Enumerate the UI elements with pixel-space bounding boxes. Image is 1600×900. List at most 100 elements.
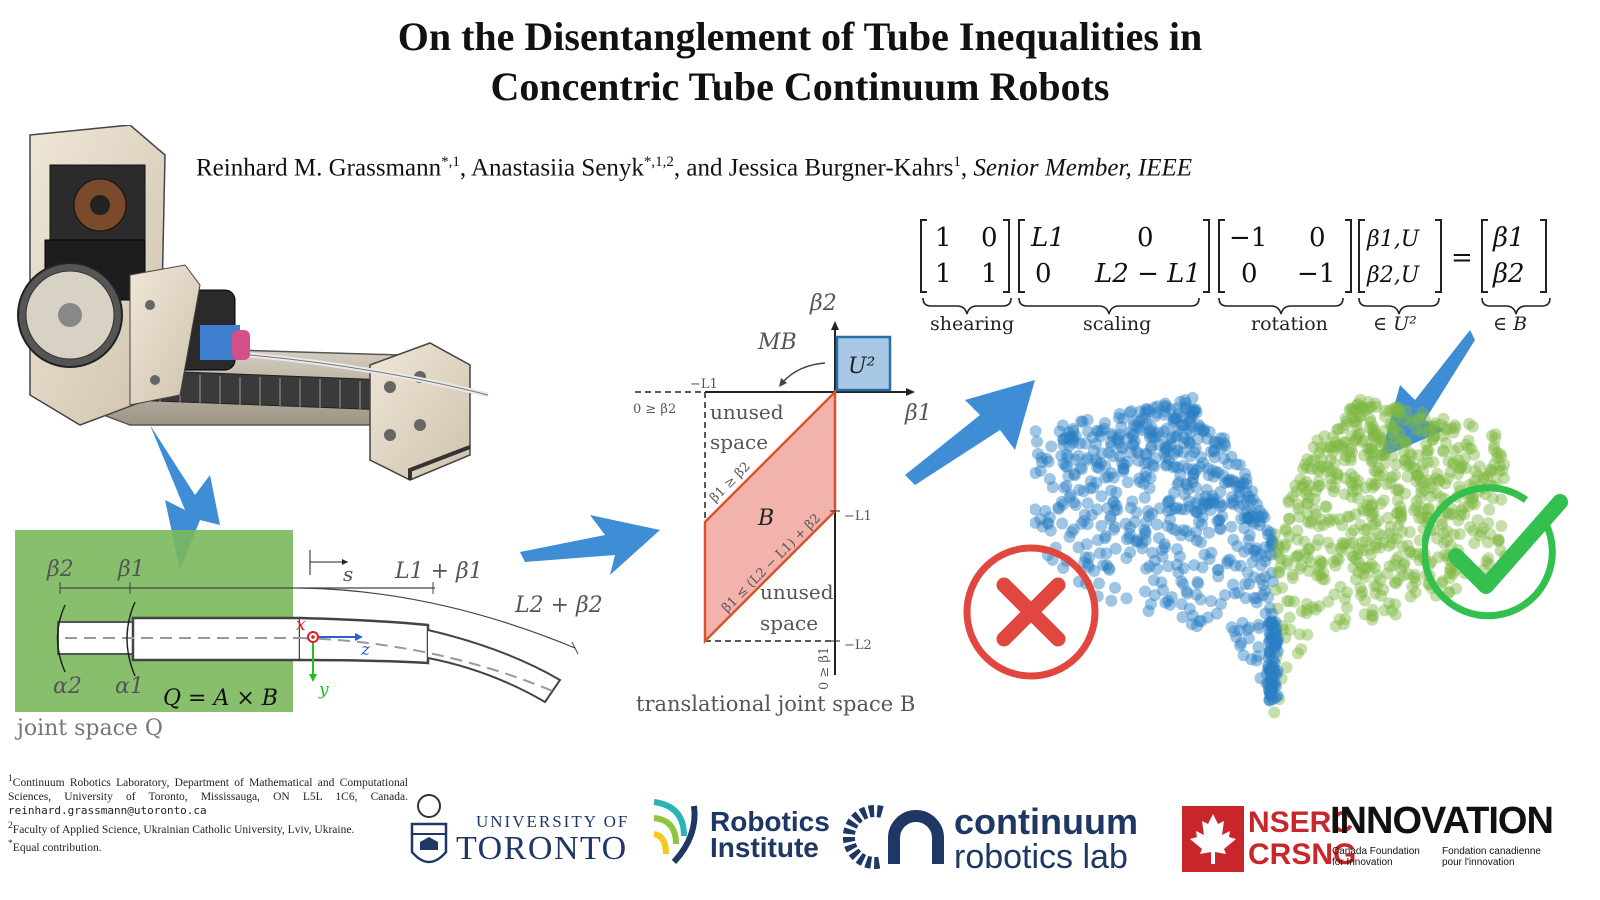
sample-point bbox=[1292, 549, 1305, 561]
sample-point bbox=[1399, 435, 1412, 448]
sample-point bbox=[1272, 549, 1285, 562]
sample-point bbox=[1077, 485, 1090, 498]
sample-point bbox=[1248, 544, 1261, 557]
sample-point bbox=[1040, 452, 1053, 465]
sample-point bbox=[1468, 537, 1481, 550]
sample-point bbox=[1370, 537, 1383, 550]
sample-point bbox=[1198, 548, 1211, 561]
sample-point bbox=[1291, 533, 1304, 546]
uoft-logo: UNIVERSITY OF TORONTO bbox=[408, 790, 648, 880]
sample-point bbox=[1301, 453, 1314, 466]
title-line-2: Concentric Tube Continuum Robots bbox=[490, 64, 1110, 109]
sample-point bbox=[1253, 519, 1266, 532]
sample-point bbox=[1414, 413, 1427, 426]
sample-point bbox=[1153, 438, 1166, 451]
sample-point bbox=[1386, 531, 1399, 544]
sample-point bbox=[1216, 499, 1229, 512]
sample-point bbox=[1363, 561, 1375, 574]
sample-point bbox=[1181, 423, 1194, 436]
sample-point bbox=[1269, 584, 1282, 597]
sample-point bbox=[1471, 514, 1484, 527]
sample-point bbox=[1422, 474, 1435, 487]
sample-point bbox=[1214, 485, 1227, 498]
sample-point bbox=[1345, 467, 1358, 480]
sample-point bbox=[1124, 446, 1137, 459]
sample-point bbox=[1073, 483, 1086, 496]
sample-point bbox=[1498, 458, 1510, 471]
sample-point bbox=[1312, 465, 1325, 478]
sample-point bbox=[1063, 530, 1076, 543]
sample-point bbox=[1472, 470, 1485, 483]
sample-point bbox=[1352, 543, 1365, 556]
sample-point bbox=[1361, 499, 1374, 512]
sample-point bbox=[1320, 501, 1333, 513]
sample-point bbox=[1408, 504, 1421, 517]
sample-point bbox=[1423, 420, 1436, 433]
sample-point bbox=[1206, 490, 1219, 502]
sample-point bbox=[1243, 578, 1256, 590]
sample-point bbox=[1242, 512, 1255, 525]
sample-point bbox=[1107, 471, 1120, 484]
sample-point bbox=[1126, 428, 1139, 441]
sample-point bbox=[1191, 576, 1204, 588]
sample-point bbox=[1244, 509, 1257, 522]
sample-point bbox=[1354, 426, 1366, 439]
sample-point bbox=[1377, 494, 1390, 507]
sample-point bbox=[1128, 435, 1141, 448]
sample-point bbox=[1175, 529, 1187, 542]
sample-point bbox=[1190, 505, 1203, 518]
sample-point bbox=[1445, 563, 1458, 576]
sample-point bbox=[1145, 421, 1158, 434]
sample-point bbox=[1183, 412, 1196, 424]
sample-point bbox=[1405, 449, 1418, 461]
sample-point bbox=[1410, 475, 1423, 487]
sample-point bbox=[1327, 485, 1340, 498]
sample-point bbox=[1301, 551, 1314, 564]
sample-point bbox=[1328, 481, 1341, 494]
sample-point bbox=[1389, 404, 1402, 417]
sample-point bbox=[1407, 462, 1420, 475]
sample-point bbox=[1482, 552, 1495, 565]
sample-point bbox=[1179, 397, 1192, 410]
sample-point bbox=[1477, 471, 1490, 484]
sample-point bbox=[1447, 528, 1460, 541]
sample-point bbox=[1233, 501, 1246, 514]
sample-point bbox=[1400, 405, 1413, 418]
sample-point bbox=[1192, 515, 1205, 528]
sample-point bbox=[1210, 607, 1223, 620]
sample-point bbox=[1167, 412, 1180, 425]
sample-point bbox=[1237, 498, 1250, 511]
sample-point bbox=[1339, 537, 1352, 550]
sample-point bbox=[1104, 436, 1117, 449]
sample-point bbox=[1313, 479, 1326, 492]
crl-mark-icon bbox=[842, 805, 944, 869]
sample-point bbox=[1147, 574, 1160, 587]
sample-point bbox=[1367, 426, 1380, 439]
sample-point bbox=[1396, 540, 1409, 553]
sample-point bbox=[1368, 561, 1381, 574]
sample-point bbox=[1358, 608, 1371, 621]
footnote-2: 2Faculty of Applied Science, Ukrainian C… bbox=[8, 819, 355, 836]
sample-point bbox=[1081, 518, 1094, 531]
sample-point bbox=[1452, 441, 1465, 454]
sample-point bbox=[1130, 445, 1143, 458]
sample-point bbox=[1175, 419, 1188, 431]
sample-point bbox=[1409, 501, 1422, 514]
sample-point bbox=[1302, 564, 1315, 577]
sample-point bbox=[1175, 598, 1188, 611]
sample-point bbox=[1265, 537, 1278, 550]
sample-point bbox=[1441, 525, 1453, 538]
sample-point bbox=[1331, 467, 1344, 480]
sample-point bbox=[1489, 428, 1502, 441]
sample-point bbox=[1218, 452, 1231, 465]
sample-point bbox=[1367, 429, 1380, 442]
sample-point bbox=[1227, 578, 1239, 591]
sample-point bbox=[1387, 428, 1400, 440]
sample-point bbox=[1355, 589, 1367, 601]
sample-point bbox=[1206, 494, 1218, 507]
robotics-institute-mark-icon bbox=[653, 799, 698, 865]
sample-point bbox=[1245, 653, 1258, 666]
sample-point bbox=[1411, 469, 1424, 482]
sample-point bbox=[1359, 481, 1372, 494]
sample-point bbox=[1468, 448, 1481, 461]
